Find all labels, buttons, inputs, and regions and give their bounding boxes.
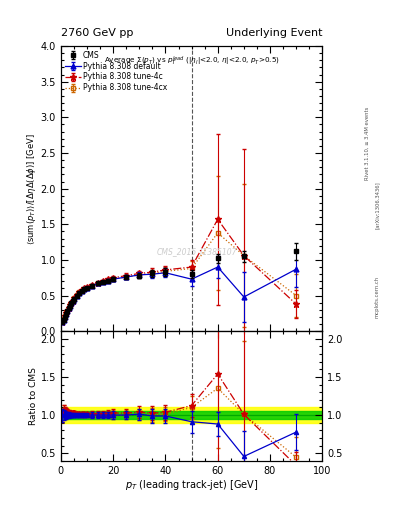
Y-axis label: $\langle$sum$(p_T)\rangle$/$[\Delta\eta\Delta(\Delta\phi)]$ [GeV]: $\langle$sum$(p_T)\rangle$/$[\Delta\eta\… xyxy=(25,133,38,245)
Text: Average $\Sigma(p_T)$ vs $p_T^{lead}$ ($|\eta_l|$<2.0, $\eta|$<2.0, $p_T$>0.5): Average $\Sigma(p_T)$ vs $p_T^{lead}$ ($… xyxy=(104,55,279,68)
Text: mcplots.cern.ch: mcplots.cern.ch xyxy=(375,276,380,318)
Y-axis label: Ratio to CMS: Ratio to CMS xyxy=(29,367,38,425)
Legend: CMS, Pythia 8.308 default, Pythia 8.308 tune-4c, Pythia 8.308 tune-4cx: CMS, Pythia 8.308 default, Pythia 8.308 … xyxy=(65,50,168,93)
Text: CMS_2015_I1385107: CMS_2015_I1385107 xyxy=(156,247,237,256)
Text: Rivet 3.1.10, ≥ 3.4M events: Rivet 3.1.10, ≥ 3.4M events xyxy=(365,106,370,180)
Text: 2760 GeV pp: 2760 GeV pp xyxy=(61,28,133,38)
X-axis label: $p_T$ (leading track-jet) [GeV]: $p_T$ (leading track-jet) [GeV] xyxy=(125,478,258,493)
Bar xyxy=(61,408,322,423)
Bar xyxy=(61,411,322,419)
Text: Underlying Event: Underlying Event xyxy=(226,28,322,38)
Text: [arXiv:1306.3436]: [arXiv:1306.3436] xyxy=(375,181,380,229)
